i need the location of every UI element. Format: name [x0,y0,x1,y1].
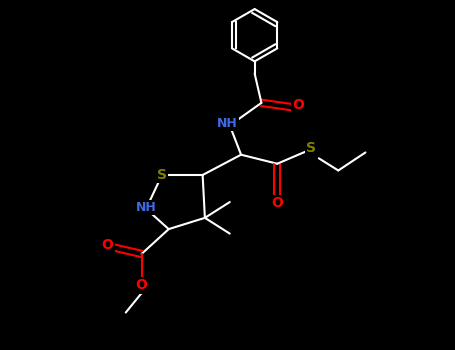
Text: S: S [306,141,316,155]
Text: O: O [136,279,147,293]
Text: O: O [271,196,283,210]
Text: NH: NH [217,117,238,130]
Text: NH: NH [136,201,157,215]
Text: O: O [102,238,114,252]
Text: O: O [293,98,304,112]
Text: S: S [157,168,167,182]
